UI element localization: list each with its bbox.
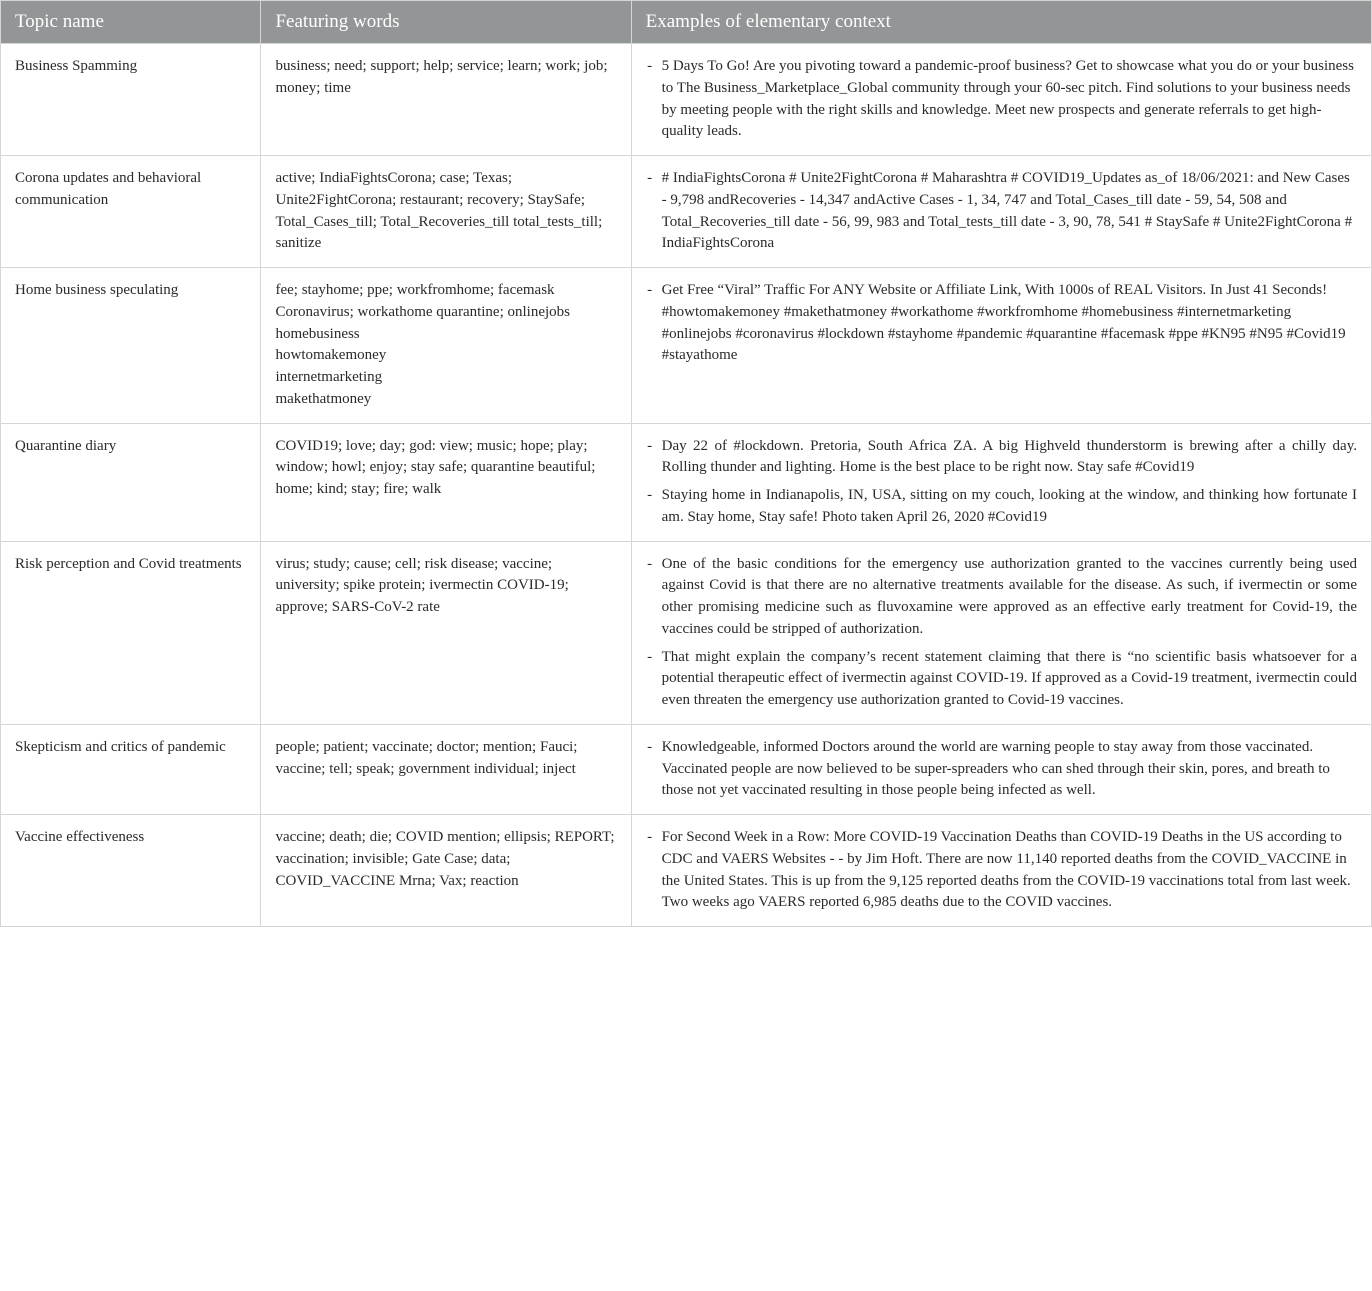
example-item: # IndiaFightsCorona # Unite2FightCorona … <box>660 168 1357 255</box>
cell-topic: Business Spamming <box>1 44 261 156</box>
table-header-row: Topic name Featuring words Examples of e… <box>1 1 1372 44</box>
table-row: Risk perception and Covid treatmentsviru… <box>1 541 1372 724</box>
example-item: Get Free “Viral” Traffic For ANY Website… <box>660 280 1357 367</box>
cell-topic: Skepticism and critics of pandemic <box>1 724 261 814</box>
cell-topic: Risk perception and Covid treatments <box>1 541 261 724</box>
cell-examples: One of the basic conditions for the emer… <box>631 541 1371 724</box>
cell-words: people; patient; vaccinate; doctor; ment… <box>261 724 631 814</box>
table-row: Quarantine diaryCOVID19; love; day; god:… <box>1 423 1372 541</box>
examples-list: # IndiaFightsCorona # Unite2FightCorona … <box>646 168 1357 255</box>
example-item: One of the basic conditions for the emer… <box>660 554 1357 641</box>
examples-list: For Second Week in a Row: More COVID-19 … <box>646 827 1357 914</box>
cell-words: business; need; support; help; service; … <box>261 44 631 156</box>
topics-table: Topic name Featuring words Examples of e… <box>0 0 1372 927</box>
examples-list: Get Free “Viral” Traffic For ANY Website… <box>646 280 1357 367</box>
cell-topic: Corona updates and behavioral communicat… <box>1 156 261 268</box>
table-row: Home business speculatingfee; stayhome; … <box>1 268 1372 424</box>
cell-examples: For Second Week in a Row: More COVID-19 … <box>631 815 1371 927</box>
examples-list: One of the basic conditions for the emer… <box>646 554 1357 712</box>
examples-list: Day 22 of #lockdown. Pretoria, South Afr… <box>646 436 1357 529</box>
cell-examples: # IndiaFightsCorona # Unite2FightCorona … <box>631 156 1371 268</box>
example-item: That might explain the company’s recent … <box>660 647 1357 712</box>
example-item: 5 Days To Go! Are you pivoting toward a … <box>660 56 1357 143</box>
col-header-examples: Examples of elementary context <box>631 1 1371 44</box>
cell-examples: Day 22 of #lockdown. Pretoria, South Afr… <box>631 423 1371 541</box>
example-item: Staying home in Indianapolis, IN, USA, s… <box>660 485 1357 529</box>
table-row: Vaccine effectivenessvaccine; death; die… <box>1 815 1372 927</box>
cell-topic: Quarantine diary <box>1 423 261 541</box>
cell-words: vaccine; death; die; COVID mention; elli… <box>261 815 631 927</box>
examples-list: Knowledgeable, informed Doctors around t… <box>646 737 1357 802</box>
col-header-topic: Topic name <box>1 1 261 44</box>
col-header-words: Featuring words <box>261 1 631 44</box>
table-row: Skepticism and critics of pandemicpeople… <box>1 724 1372 814</box>
example-item: Knowledgeable, informed Doctors around t… <box>660 737 1357 802</box>
example-item: For Second Week in a Row: More COVID-19 … <box>660 827 1357 914</box>
cell-topic: Home business speculating <box>1 268 261 424</box>
cell-examples: 5 Days To Go! Are you pivoting toward a … <box>631 44 1371 156</box>
cell-words: virus; study; cause; cell; risk disease;… <box>261 541 631 724</box>
cell-words: COVID19; love; day; god: view; music; ho… <box>261 423 631 541</box>
example-item: Day 22 of #lockdown. Pretoria, South Afr… <box>660 436 1357 480</box>
cell-words: fee; stayhome; ppe; workfromhome; facema… <box>261 268 631 424</box>
table-row: Business Spammingbusiness; need; support… <box>1 44 1372 156</box>
cell-words: active; IndiaFightsCorona; case; Texas; … <box>261 156 631 268</box>
cell-examples: Knowledgeable, informed Doctors around t… <box>631 724 1371 814</box>
cell-examples: Get Free “Viral” Traffic For ANY Website… <box>631 268 1371 424</box>
table-row: Corona updates and behavioral communicat… <box>1 156 1372 268</box>
examples-list: 5 Days To Go! Are you pivoting toward a … <box>646 56 1357 143</box>
cell-topic: Vaccine effectiveness <box>1 815 261 927</box>
